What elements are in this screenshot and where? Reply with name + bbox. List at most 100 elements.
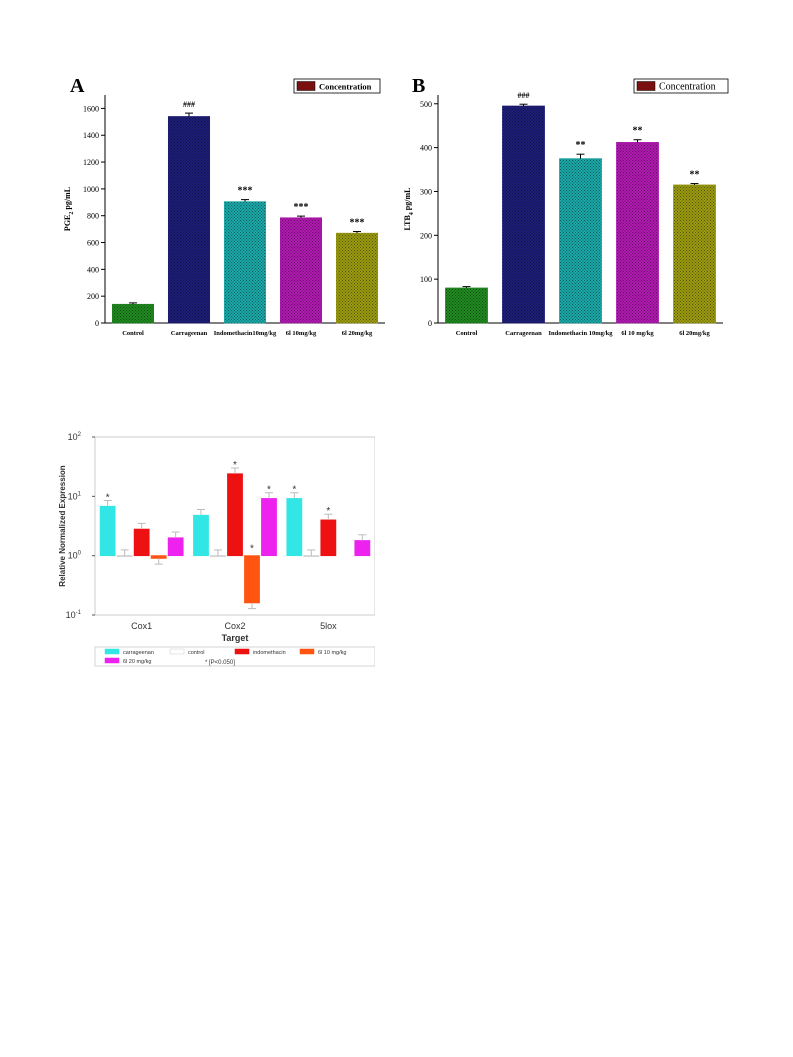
chart-panel-b: B 0 100 200 300 400 500 LTB4 pg/mL Control ### Car… bbox=[398, 70, 733, 340]
significance-mark: ** bbox=[633, 126, 643, 137]
bar bbox=[210, 555, 226, 558]
bar bbox=[320, 519, 337, 557]
x-tick-label: Indomethacin10mg/kg bbox=[214, 330, 277, 337]
y-tick-label: 200 bbox=[420, 231, 432, 240]
y-tick-label: 300 bbox=[420, 187, 432, 196]
significance-note: * [P<0.050] bbox=[205, 660, 235, 666]
legend-label: 6l 20 mg/kg bbox=[123, 659, 151, 665]
x-axis-label: Target bbox=[222, 633, 249, 643]
x-tick-label: Carrageenan bbox=[505, 330, 542, 337]
bar bbox=[244, 555, 260, 604]
legend-swatch bbox=[234, 648, 250, 655]
x-tick-label: Carrageenan bbox=[171, 330, 208, 337]
legend-swatch bbox=[104, 657, 120, 664]
y-tick-label: 1600 bbox=[83, 104, 99, 113]
legend-swatch bbox=[296, 81, 316, 91]
significance-mark: *** bbox=[350, 218, 365, 229]
legend-box bbox=[633, 78, 729, 94]
y-tick-label: 100 bbox=[420, 275, 432, 284]
bar bbox=[111, 303, 155, 324]
bar bbox=[133, 528, 150, 557]
bar bbox=[303, 555, 320, 558]
bar bbox=[279, 217, 323, 324]
significance-mark: * bbox=[250, 544, 254, 555]
x-tick-label: 6l 10 mg/kg bbox=[621, 330, 654, 337]
bar bbox=[354, 540, 371, 557]
significance-mark: * bbox=[326, 506, 330, 517]
y-tick-label: 0 bbox=[428, 319, 432, 328]
legend-label: indomethacin bbox=[253, 650, 286, 656]
y-tick-label: 101 bbox=[68, 491, 82, 501]
legend-label: Concentration bbox=[319, 82, 372, 92]
legend-swatch bbox=[104, 648, 120, 655]
bar bbox=[673, 184, 716, 324]
bar bbox=[167, 116, 211, 324]
significance-mark: ### bbox=[183, 100, 195, 109]
y-axis-label: PGE2 pg/mL bbox=[63, 187, 75, 231]
significance-mark: * bbox=[233, 460, 237, 471]
bar bbox=[150, 555, 167, 559]
significance-mark: * bbox=[106, 492, 110, 503]
y-axis-label: Relative Normalized Expression bbox=[58, 465, 67, 586]
bar-chart-svg: B 0 100 200 300 400 500 LTB4 pg/mL Control ### Car… bbox=[403, 75, 729, 337]
y-axis-label: LTB4 pg/mL bbox=[403, 188, 415, 231]
legend-swatch bbox=[169, 648, 185, 655]
bar bbox=[227, 473, 243, 557]
bar bbox=[616, 142, 659, 324]
y-tick-label: 1000 bbox=[83, 185, 99, 194]
y-tick-label: 1200 bbox=[83, 158, 99, 167]
legend-swatch bbox=[299, 648, 315, 655]
y-tick-label: 0 bbox=[95, 319, 99, 328]
legend-label: Concentration bbox=[659, 82, 716, 93]
significance-mark: ** bbox=[576, 140, 586, 151]
significance-mark: * bbox=[267, 484, 271, 495]
bar-chart-svg: A 0 200 400 600 800 1000 1200 1400 1600 PGE2 pg/mL… bbox=[63, 75, 385, 337]
legend: Concentration bbox=[633, 78, 729, 94]
y-tick-label: 400 bbox=[87, 265, 99, 274]
chart-panel-c: 10-1 100 101 102 Relative Normalized Express… bbox=[55, 425, 376, 670]
x-tick-label: 6l 10mg/kg bbox=[286, 330, 317, 337]
y-tick-label: 800 bbox=[87, 212, 99, 221]
x-tick-label: Cox2 bbox=[224, 621, 245, 631]
significance-mark: ** bbox=[690, 170, 700, 181]
y-tick-label: 500 bbox=[420, 100, 432, 109]
legend-label: 6l 10 mg/kg bbox=[318, 650, 346, 656]
bar bbox=[559, 158, 602, 324]
bar bbox=[286, 498, 303, 557]
significance-mark: ### bbox=[518, 91, 530, 100]
bar bbox=[502, 105, 545, 324]
x-tick-label: Cox1 bbox=[131, 621, 152, 631]
legend: carrageenan control indomethacin 6l 10 mg/k… bbox=[94, 646, 376, 667]
legend-box bbox=[293, 78, 381, 94]
bar bbox=[116, 555, 133, 558]
significance-mark: *** bbox=[238, 186, 253, 197]
y-tick-label: 600 bbox=[87, 239, 99, 248]
panel-label: B bbox=[412, 75, 425, 97]
x-tick-label: 6l 20mg/kg bbox=[342, 330, 373, 337]
bar bbox=[193, 514, 209, 557]
chart-panel-a: A 0 200 400 600 800 1000 1200 1400 1600 PGE2 pg/mL… bbox=[60, 70, 390, 340]
y-tick-label: 102 bbox=[68, 432, 82, 442]
legend-label: carrageenan bbox=[123, 650, 154, 656]
significance-mark: * bbox=[292, 484, 296, 495]
x-tick-label: 5lox bbox=[320, 621, 337, 631]
bar bbox=[223, 201, 267, 324]
bar bbox=[335, 232, 379, 324]
x-tick-label: 6l 20mg/kg bbox=[679, 330, 710, 337]
legend-swatch bbox=[636, 81, 656, 91]
y-tick-label: 400 bbox=[420, 144, 432, 153]
bar bbox=[99, 505, 116, 557]
log-bar-chart-svg: 10-1 100 101 102 Relative Normalized Express… bbox=[58, 432, 376, 667]
legend-label: control bbox=[188, 650, 205, 656]
legend: Concentration bbox=[293, 78, 381, 94]
panel-label: A bbox=[70, 75, 85, 97]
y-tick-label: 200 bbox=[87, 292, 99, 301]
bar bbox=[261, 498, 277, 557]
y-tick-label: 1400 bbox=[83, 131, 99, 140]
y-tick-label: 100 bbox=[68, 551, 82, 561]
bar bbox=[167, 537, 184, 557]
significance-mark: *** bbox=[294, 202, 309, 213]
y-tick-label: 10-1 bbox=[66, 610, 82, 620]
x-tick-label: Control bbox=[122, 330, 144, 337]
x-tick-label: Control bbox=[456, 330, 478, 337]
